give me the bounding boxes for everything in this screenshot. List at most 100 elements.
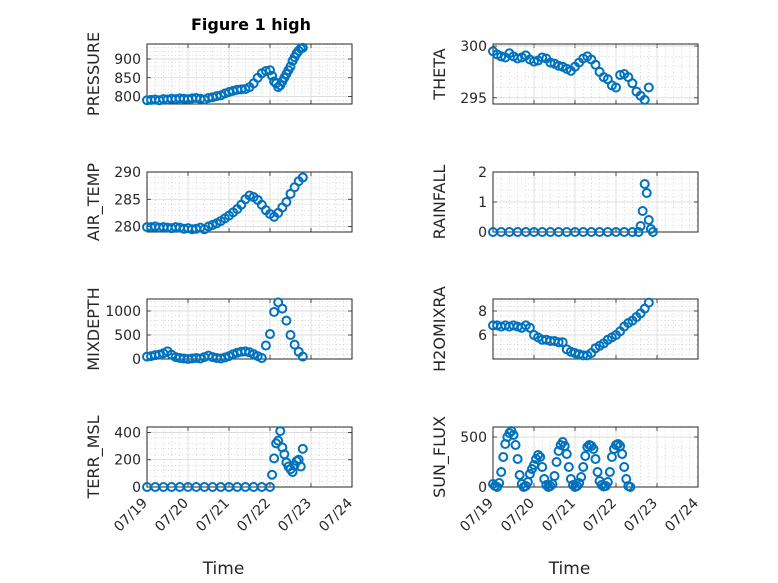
x-tick-label: 07/23 <box>275 495 315 535</box>
data-point <box>643 215 654 225</box>
data-point <box>553 446 564 456</box>
data-point <box>590 454 601 464</box>
panel-h2omixra: 6 8 H2OMIXRA <box>430 286 699 372</box>
data-point <box>643 297 654 308</box>
y-tick-label: 8 <box>478 304 487 320</box>
data-point <box>524 469 535 479</box>
panel-pressure: 800 850 900 PRESSURE <box>84 32 353 116</box>
data-point <box>240 346 251 357</box>
data-point <box>537 52 548 63</box>
data-point <box>535 452 546 462</box>
y-tick-label: 2 <box>478 165 487 181</box>
y-tick-label: 6 <box>478 328 487 344</box>
data-point <box>641 188 652 198</box>
data-point <box>269 306 280 317</box>
data-point <box>553 60 564 71</box>
data-point <box>553 337 564 348</box>
data-point <box>635 221 646 231</box>
x-tick-label: 07/23 <box>621 495 661 535</box>
data-point <box>551 457 562 467</box>
x-tick-label: 07/22 <box>580 495 620 535</box>
data-point <box>277 303 288 314</box>
y-tick-label: 900 <box>114 52 141 68</box>
data-point <box>260 340 271 351</box>
data-point <box>617 449 628 459</box>
data-point <box>590 59 601 70</box>
y-tick-label: 285 <box>114 192 141 208</box>
y-tick-label: 300 <box>460 39 487 55</box>
data-point <box>297 172 308 183</box>
data-point <box>498 452 509 462</box>
panel-terr-msl: 07/19 07/20 07/21 07/22 07/23 07/24 0 200 400 TER… <box>84 415 356 579</box>
panel-rainfall: 0 1 2 RAINFALL <box>430 165 699 241</box>
data-point <box>508 430 519 440</box>
data-point <box>647 227 658 237</box>
panel-theta: 295 300 THETA <box>430 39 699 107</box>
data-point <box>529 56 539 67</box>
data-point <box>297 42 308 53</box>
data-point <box>510 440 521 450</box>
data-point <box>611 82 621 93</box>
x-tick-label: 07/20 <box>152 495 192 535</box>
data-point <box>565 474 576 484</box>
x-axis-label: Time <box>202 559 245 579</box>
data-point <box>494 478 505 488</box>
data-point <box>269 453 280 464</box>
y-tick-label: 0 <box>132 352 141 368</box>
figure-title: Figure 1 high <box>191 15 311 34</box>
data-point <box>533 450 544 460</box>
y-tick-label: 0 <box>478 225 487 241</box>
data-point <box>545 57 556 68</box>
data-point <box>604 467 615 477</box>
data-point <box>281 315 292 326</box>
data-point <box>576 472 587 482</box>
axes-frame <box>146 171 353 233</box>
data-point <box>602 477 613 487</box>
data-point <box>267 70 278 81</box>
axes-box <box>146 426 353 488</box>
data-point <box>289 339 300 350</box>
data-point <box>295 461 306 472</box>
x-tick-label: 07/19 <box>111 495 151 535</box>
y-axis-label: TERR_MSL <box>84 415 104 499</box>
x-tick-label: 07/20 <box>498 495 538 535</box>
y-tick-label: 0 <box>132 480 141 496</box>
data-point <box>514 470 525 480</box>
data-point <box>627 227 638 237</box>
panel-air-temp: 280 285 290 AIR_TEMP <box>84 163 353 241</box>
x-axis-label: Time <box>548 559 591 579</box>
data-point <box>563 462 574 472</box>
data-point <box>281 197 292 207</box>
data-point <box>639 179 650 189</box>
y-axis-label: SUN_FLUX <box>430 416 450 498</box>
data-point <box>545 481 556 491</box>
data-point <box>512 454 523 464</box>
panel-sun-flux: 07/19 07/20 07/21 07/22 07/23 07/24 0 500 SUN_FL… <box>430 416 702 579</box>
y-axis-label: RAINFALL <box>430 165 449 240</box>
y-axis-label: THETA <box>430 48 449 100</box>
data-point <box>613 439 624 449</box>
axes-frame <box>492 426 699 488</box>
y-axis-label: H2OMIXRA <box>430 286 449 372</box>
data-point <box>582 442 593 452</box>
data-point <box>537 462 548 472</box>
data-point <box>265 482 275 492</box>
data-point <box>625 482 636 492</box>
axes-frame <box>492 43 699 105</box>
axes-frame <box>146 298 353 360</box>
data-point <box>267 469 278 480</box>
x-tick-label: 07/24 <box>316 495 356 535</box>
data-point <box>557 337 568 348</box>
data-point <box>297 351 308 362</box>
y-axis-label: PRESSURE <box>84 32 103 116</box>
y-tick-label: 295 <box>460 91 487 107</box>
y-tick-label: 1 <box>478 195 487 211</box>
x-tick-label: 07/22 <box>234 495 274 535</box>
data-point <box>637 206 648 216</box>
data-point <box>633 227 644 237</box>
data-point <box>524 322 535 333</box>
data-point <box>539 474 550 484</box>
x-tick-label: 07/21 <box>193 495 233 535</box>
